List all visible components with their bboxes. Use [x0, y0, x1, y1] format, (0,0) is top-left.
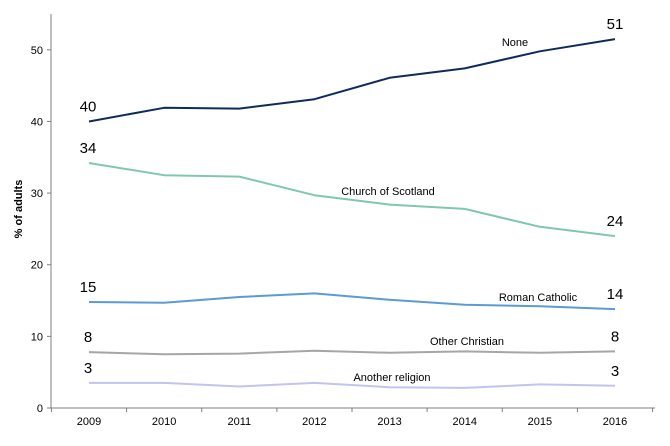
series-name-label: Church of Scotland	[341, 186, 435, 198]
end-value-label: 8	[611, 328, 619, 345]
x-tick-label: 2014	[452, 416, 476, 428]
series-name-label: Another religion	[353, 372, 430, 384]
series-name-label: None	[502, 37, 528, 49]
series-line-roman-catholic	[88, 292, 616, 311]
y-tick-label: 30	[31, 188, 43, 200]
x-tick-label: 2012	[302, 416, 326, 428]
y-tick-label: 20	[31, 260, 43, 272]
y-tick-label: 0	[37, 403, 43, 415]
x-tick-label: 2016	[603, 416, 627, 428]
start-value-label: 34	[80, 140, 97, 157]
series-name-label: Roman Catholic	[499, 292, 578, 304]
x-tick-label: 2010	[152, 416, 176, 428]
series-line-church-of-scotland	[88, 162, 616, 238]
end-value-label: 14	[607, 286, 624, 303]
y-tick-label: 50	[31, 45, 43, 57]
end-value-label: 3	[611, 363, 619, 380]
start-value-label: 3	[84, 360, 92, 377]
series-line-none	[88, 38, 616, 123]
y-tick-label: 40	[31, 116, 43, 128]
series-line-another-religion	[89, 381, 616, 389]
y-tick-label: 10	[31, 331, 43, 343]
axes: 0 10 20 30 40 50 2009 2010 2011 2012 2013 2014 2015 2…	[31, 14, 655, 428]
end-value-label: 51	[607, 16, 624, 33]
y-axis-title: % of adults	[13, 180, 25, 239]
x-tick-label: 2015	[528, 416, 552, 428]
start-value-label: 40	[80, 98, 97, 115]
end-value-label: 24	[607, 213, 624, 230]
x-tick-label: 2011	[227, 416, 251, 428]
start-value-label: 8	[84, 329, 92, 346]
start-value-label: 15	[80, 279, 97, 296]
series-labels: None 40 51 Church of Scotland 34 24 Roman Cath…	[80, 16, 624, 384]
x-tick-label: 2013	[377, 416, 401, 428]
series-line-other-christian	[88, 349, 616, 356]
series-name-label: Other Christian	[430, 336, 504, 348]
x-tick-label: 2009	[77, 416, 101, 428]
series-lines	[88, 38, 616, 389]
